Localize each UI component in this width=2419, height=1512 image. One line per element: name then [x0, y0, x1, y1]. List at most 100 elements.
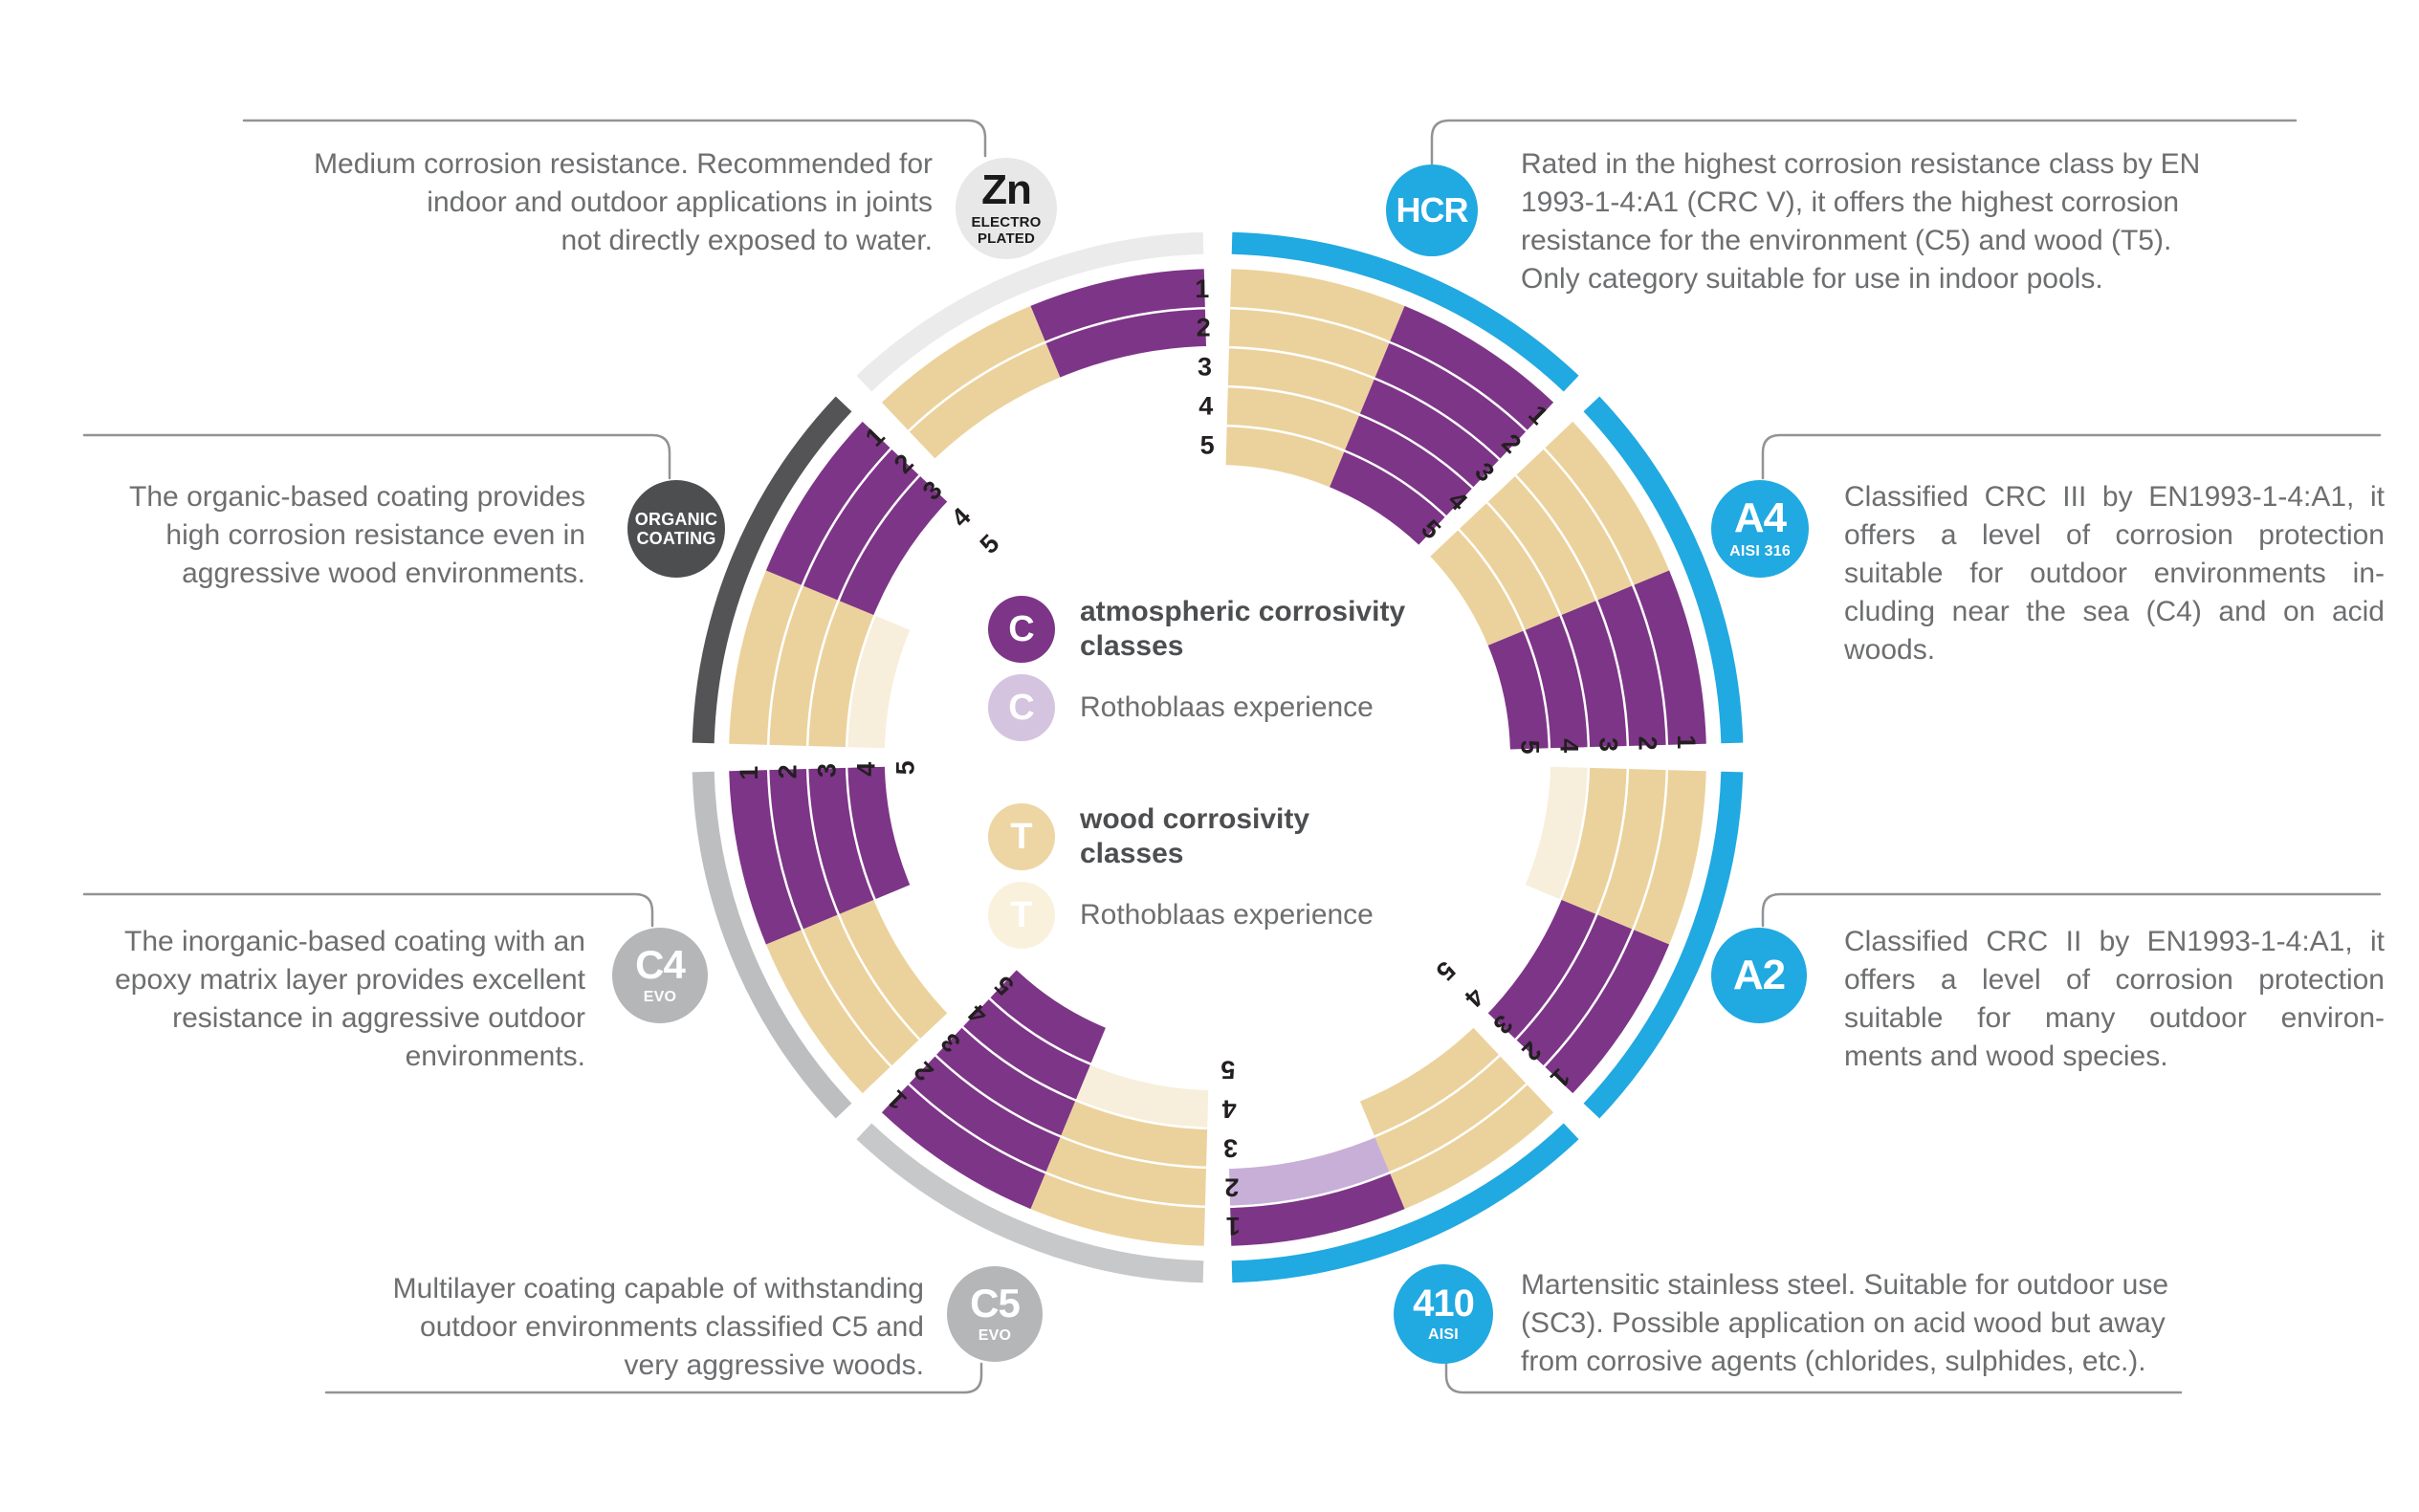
callout-text-line: outdoor environments classified C5 and — [420, 1311, 924, 1343]
ring-number-label: 5 — [975, 529, 1005, 559]
badge-organic: ORGANIC COATING — [627, 480, 725, 578]
sector-a4 — [1430, 421, 1706, 750]
callout-text-line: Multilayer coating capable of withstandi… — [392, 1273, 924, 1304]
wood-classes-wedge-ring-4 — [1075, 1063, 1209, 1129]
ring-number-label: 2 — [1224, 1172, 1239, 1201]
ring-number-label: 3 — [1198, 353, 1212, 382]
sector-zn — [881, 269, 1207, 460]
atmospheric-classes-wedge-ring-3 — [1560, 600, 1628, 748]
legend-symbol-letter: T — [1010, 894, 1033, 935]
bracket-a2 — [1761, 892, 2382, 928]
badge-sub-label: EVO — [978, 1327, 1012, 1345]
badge-main-label: 410 — [1413, 1282, 1475, 1326]
wood-classes-wedge-ring-1 — [1030, 1172, 1205, 1246]
callout-text-line: aggressive wood environments. — [182, 558, 585, 589]
legend-symbol-letter: C — [1008, 608, 1035, 649]
sector-a2 — [1486, 766, 1706, 1094]
badge-sub-label: AISI 316 — [1729, 543, 1791, 560]
material-arc-hcr — [1231, 231, 1579, 392]
atmospheric-classes-wedge-ring-2 — [909, 1055, 1061, 1173]
callout-text-line: (SC3). Possible application on acid wood… — [1521, 1307, 2166, 1339]
badge-zn: Zn ELECTRO PLATED — [956, 158, 1057, 259]
sector-organic — [729, 421, 949, 749]
legend-label: atmospheric corrosivity classes — [1080, 596, 1406, 662]
legend-label: Rothoblaas experience — [1080, 691, 1374, 723]
atmospheric-classes-wedge-ring-2 — [1374, 341, 1527, 460]
callout-text-line: Classified CRC II by EN1993-1-4:A1, it — [1844, 926, 2385, 957]
callout-text-line: Medium corrosion resistance. Recommended… — [314, 148, 933, 180]
badge-sub-label: PLATED — [977, 230, 1036, 247]
ring-separator — [805, 345, 1630, 1170]
callout-text-c4: The inorganic-based coating with an epoxy… — [50, 923, 585, 1076]
material-arc-a2 — [1583, 771, 1744, 1119]
wood-classes-wedge-ring-1 — [1389, 1084, 1554, 1210]
badge-sub-label: AISI — [1428, 1326, 1459, 1344]
atmospheric-classes-wedge-ring-4 — [962, 998, 1091, 1101]
atmospheric-classes-wedge-ring-1 — [1544, 929, 1670, 1094]
atmospheric-classes-wedge-ring-1 — [881, 1084, 1046, 1210]
wood-classes-wedge-ring-5 — [1430, 529, 1525, 646]
legend-label: wood corrosivity classes — [1080, 803, 1310, 869]
badge-c5: C5 EVO — [947, 1266, 1043, 1362]
ring-number-label: 2 — [1633, 736, 1661, 751]
callout-text-line: suitable for outdoor environments in- — [1844, 558, 2385, 589]
material-arc-c5 — [856, 1123, 1204, 1283]
bracket-c4 — [82, 892, 654, 928]
ring-number-label: 4 — [1459, 982, 1489, 1013]
callout-text-line: offers a level of corrosion protection — [1844, 964, 2385, 996]
atmospheric-classes-wedge-ring-1 — [765, 421, 891, 586]
badge-sub-label: COATING — [636, 529, 716, 548]
atmospheric-classes-wedge-ring-4 — [1344, 414, 1473, 516]
wood-classes-wedge-ring-3 — [1060, 1100, 1208, 1168]
sector-c4 — [729, 766, 949, 1094]
wood-classes-wedge-ring-1 — [1633, 770, 1706, 945]
ring-separator — [845, 384, 1591, 1130]
atmospheric-classes-wedge-ring-1 — [1030, 269, 1205, 342]
callout-text-line: Martensitic stainless steel. Suitable fo… — [1521, 1269, 2169, 1301]
ring-number-label: 5 — [1220, 1055, 1235, 1084]
atmospheric-classes-wedge-ring-1 — [1633, 570, 1706, 745]
badge-sub-label: ELECTRO — [971, 214, 1042, 231]
atmospheric-classes-wedge-ring-2 — [768, 768, 839, 930]
badge-main-label: C4 — [635, 942, 686, 988]
badge-main-label: Zn — [981, 166, 1032, 214]
bracket-aisi410 — [1444, 1362, 2183, 1394]
atmospheric-classes-wedge-ring-2 — [1596, 585, 1667, 747]
callout-text-line: very aggressive woods. — [624, 1349, 924, 1381]
callout-text-a2: Classified CRC II by EN1993-1-4:A1, it of… — [1844, 923, 2385, 1076]
ring-number-label: 1 — [1672, 734, 1701, 749]
bracket-c5 — [324, 1362, 983, 1394]
atmospheric-classes-wedge-ring-5 — [989, 970, 1106, 1064]
ring-number-label: 5 — [891, 760, 920, 775]
ring-number-label: 1 — [735, 766, 763, 780]
ring-number-label: 4 — [1222, 1094, 1237, 1123]
callout-text-line: The organic-based coating provides — [129, 481, 585, 513]
atmospheric-classes-wedge-ring-4 — [847, 766, 912, 900]
material-arc-aisi410 — [1231, 1123, 1579, 1283]
badge-sub-label: ORGANIC — [634, 509, 718, 529]
ring-number-label: 4 — [1199, 392, 1213, 421]
bracket-zn — [242, 119, 987, 158]
wood-classes-wedge-ring-2 — [768, 585, 839, 747]
ring-number-label: 2 — [1197, 314, 1211, 342]
atmospheric-classes-wedge-ring-3 — [935, 1026, 1076, 1137]
ring-number-label: 5 — [1515, 740, 1544, 755]
callout-text-line: cluding near the sea (C4) and on acid — [1844, 596, 2385, 627]
wood-classes-wedge-ring-3 — [807, 600, 875, 748]
atmospheric-classes-wedge-ring-3 — [838, 475, 949, 616]
wood-classes-wedge-ring-2 — [1596, 768, 1667, 930]
wood-classes-wedge-ring-3 — [1486, 475, 1597, 616]
callout-text-line: high corrosion resistance even in — [165, 519, 585, 551]
badge-hcr: HCR — [1386, 164, 1478, 256]
badge-main-label: C5 — [970, 1281, 1021, 1326]
atmospheric-classes-wedge-ring-2 — [1515, 914, 1634, 1066]
ring-number-label: 3 — [1223, 1133, 1238, 1162]
wood-classes-wedge-ring-1 — [765, 929, 891, 1094]
callout-text-line: woods. — [1844, 634, 1936, 666]
callout-text-line: suitable for many outdoor environ- — [1844, 1002, 2385, 1034]
bracket-a4 — [1761, 433, 2382, 480]
callout-text-aisi410: Martensitic stainless steel. Suitable fo… — [1521, 1266, 2286, 1381]
callout-text-line: from corrosive agents (chlorides, sulphi… — [1521, 1346, 2146, 1377]
